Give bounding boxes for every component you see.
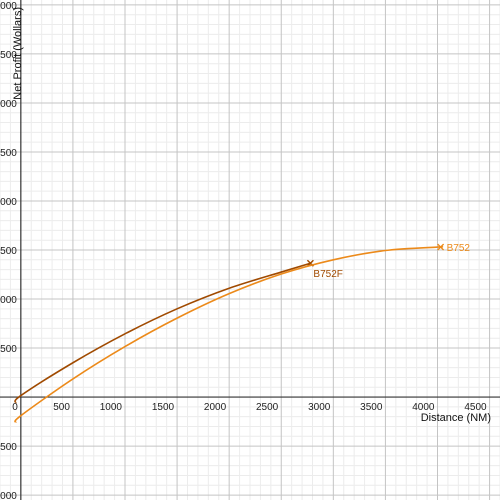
series-line-b752f [14,262,311,404]
x-tick-label: 1000 [100,402,123,413]
y-tick-label: 2000 [0,197,17,208]
x-tick-label: 3500 [360,402,383,413]
x-tick-label: 500 [53,402,70,413]
y-tick-label: 1500 [0,246,17,257]
series-label-b752: B752 [447,243,471,254]
y-tick-label: 2500 [0,148,17,159]
x-tick-label: 2500 [256,402,279,413]
y-axis-label: Net Profit (Wollars) [12,7,24,100]
x-tick-label: 0 [12,402,18,413]
y-tick-label: -1000 [0,491,17,500]
tick-labels: 0 500 1000 1500 2000 2500 3000 3500 4000 4500 -100… [0,1,487,500]
x-axis-label: Distance (NM) [421,412,491,424]
series-label-b752f: B752F [313,269,342,280]
x-tick-label: 4500 [464,402,487,413]
x-tick-label: 2000 [204,402,227,413]
y-tick-label: 500 [0,344,17,355]
series-line-b752 [14,246,444,424]
y-tick-label: 4000 [0,1,17,12]
x-tick-label: 3000 [308,402,331,413]
y-tick-label: 3000 [0,99,17,110]
y-tick-label: 1000 [0,295,17,306]
series-layer: B752F B752 [14,243,471,424]
x-tick-label: 1500 [152,402,175,413]
series-end-marker-b752 [437,243,445,251]
x-tick-label: 4000 [412,402,435,413]
y-tick-label: -500 [0,442,17,453]
y-tick-label: 3500 [0,50,17,61]
